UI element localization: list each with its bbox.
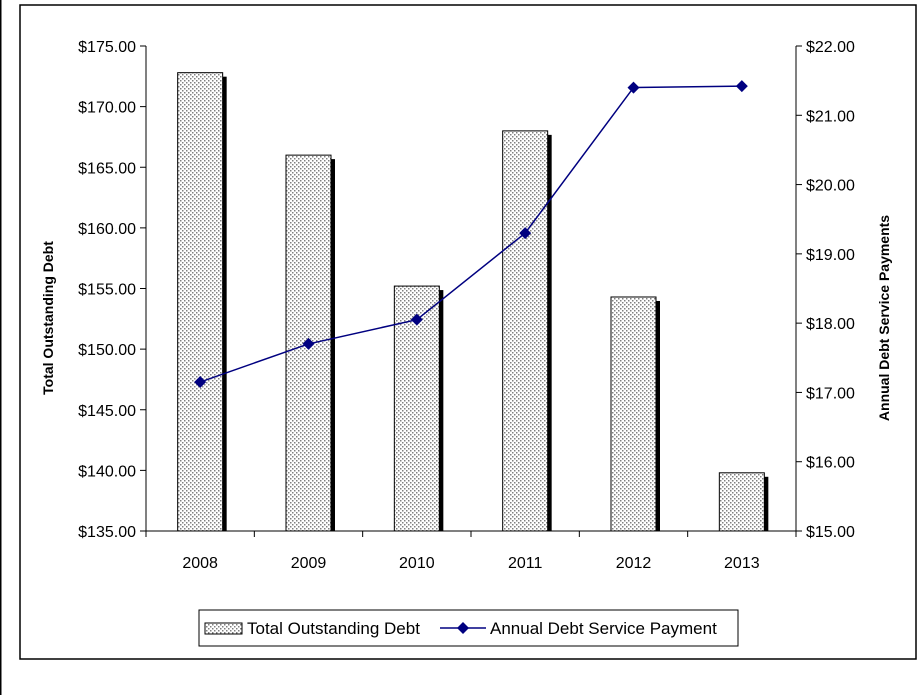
x-tick-label: 2008 <box>182 555 218 572</box>
right-tick-label: $19.00 <box>806 247 855 264</box>
right-tick-label: $18.00 <box>806 316 855 333</box>
left-tick-label: $160.00 <box>78 221 136 238</box>
left-tick-label: $170.00 <box>78 100 136 117</box>
x-tick-label: 2013 <box>724 555 760 572</box>
left-tick-label: $150.00 <box>78 342 136 359</box>
bar-2013 <box>718 472 765 532</box>
left-tick-label: $135.00 <box>78 524 136 541</box>
legend-bar-swatch <box>204 622 243 635</box>
left-tick-label: $155.00 <box>78 282 136 299</box>
line-point-2010 <box>410 313 423 326</box>
x-tick-label: 2011 <box>508 555 543 572</box>
right-tick-label: $17.00 <box>806 385 855 402</box>
debt-service-line <box>199 85 742 383</box>
bar-2010 <box>393 285 440 532</box>
bar-2008 <box>177 72 224 532</box>
left-axis-title: Total Outstanding Debt <box>40 241 56 395</box>
line-point-2008 <box>194 376 207 389</box>
line-point-2013 <box>735 80 748 93</box>
legend: Total Outstanding Debt Annual Debt Servi… <box>198 609 739 647</box>
x-tick-label: 2012 <box>616 555 652 572</box>
chart-border <box>19 4 917 660</box>
right-tick-label: $15.00 <box>806 524 855 541</box>
line-point-2009 <box>302 337 315 350</box>
left-tick-label: $145.00 <box>78 403 136 420</box>
line-point-2011 <box>519 227 532 240</box>
right-tick-label: $22.00 <box>806 39 855 56</box>
right-axis-title: Annual Debt Service Payments <box>876 215 892 421</box>
right-tick-label: $21.00 <box>806 108 855 125</box>
bar-2012 <box>610 296 657 532</box>
bar-2011 <box>502 130 549 532</box>
plot-area: $135.00 $140.00 $145.00 $150.00 $155.00 $160.… <box>78 39 855 572</box>
legend-bar-label: Total Outstanding Debt <box>247 619 420 638</box>
legend-line-label: Annual Debt Service Payment <box>490 619 717 638</box>
left-tick-label: $140.00 <box>78 463 136 480</box>
left-tick-label: $165.00 <box>78 160 136 177</box>
legend-line-marker <box>457 622 469 634</box>
x-tick-label: 2010 <box>399 555 435 572</box>
left-tick-label: $175.00 <box>78 39 136 56</box>
x-tick-label: 2009 <box>291 555 327 572</box>
line-point-2012 <box>627 81 640 94</box>
right-tick-label: $20.00 <box>806 178 855 195</box>
right-tick-label: $16.00 <box>806 455 855 472</box>
